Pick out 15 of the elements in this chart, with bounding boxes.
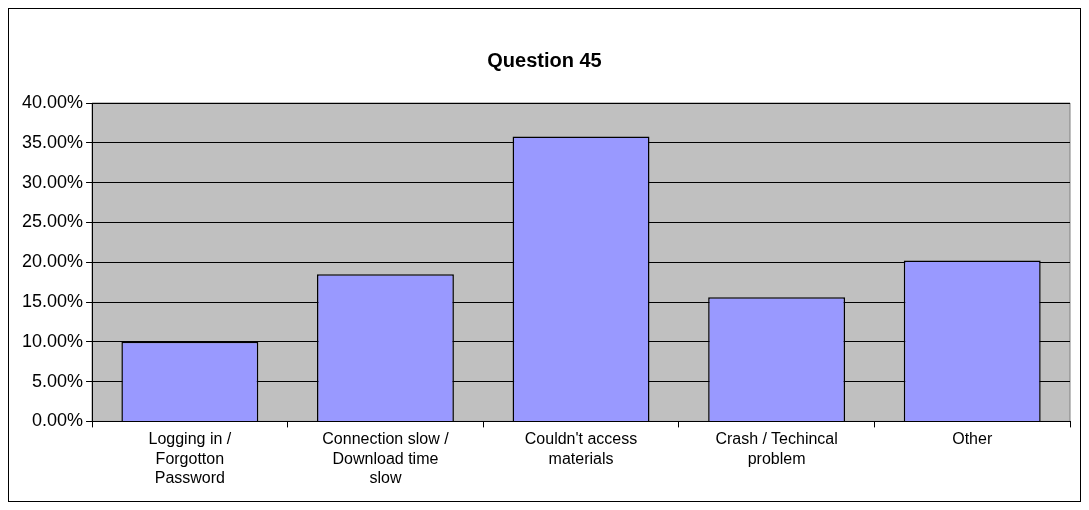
y-tick-label: 35.00% (21, 131, 84, 152)
x-tick-label: Logging in / Forgotton Password (148, 430, 232, 486)
y-tick-label: 25.00% (21, 211, 84, 232)
y-tick-label: 40.00% (21, 91, 84, 112)
x-tick-label: Couldn't access materials (524, 430, 638, 467)
x-tick-label: Crash / Techincal problem (715, 430, 838, 467)
y-tick-label: 0.00% (32, 410, 84, 431)
y-tick-label: 5.00% (32, 370, 84, 391)
y-tick-label: 15.00% (21, 290, 84, 311)
y-tick-label: 20.00% (21, 251, 84, 272)
y-tick-label: 10.00% (21, 330, 84, 351)
x-tick-label: Other (952, 430, 993, 448)
y-tick-label: 30.00% (21, 171, 84, 192)
x-tick-label: Connection slow / Download time slow (322, 430, 450, 486)
chart-title: Question 45 (487, 48, 602, 71)
